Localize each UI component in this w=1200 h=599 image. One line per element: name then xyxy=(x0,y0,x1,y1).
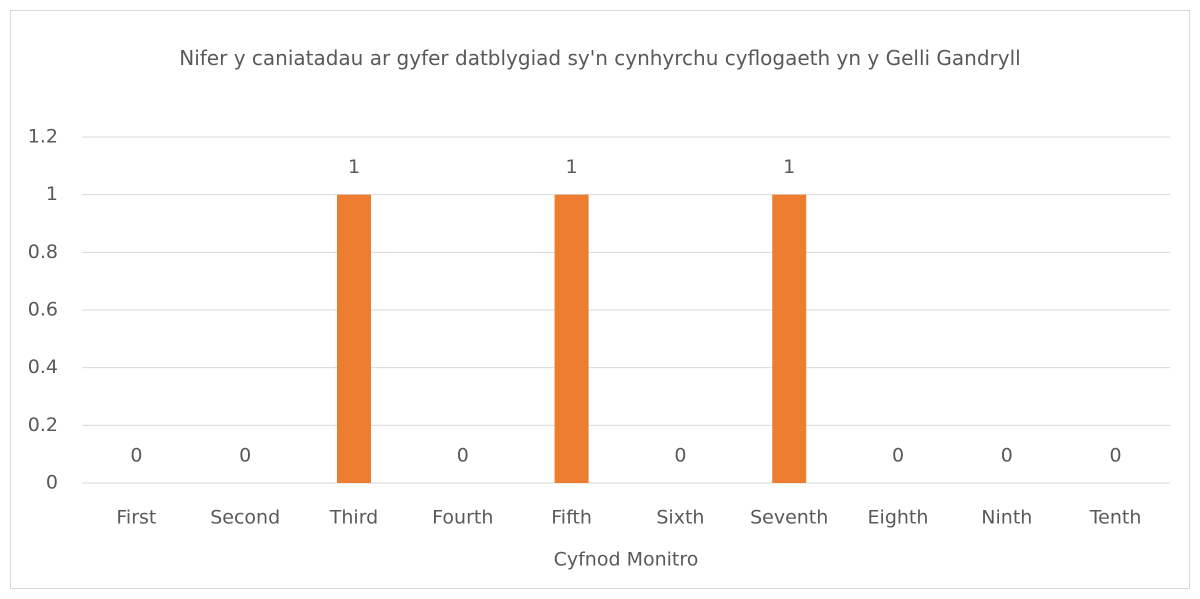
chart-title: Nifer y caniatadau ar gyfer datblygiad s… xyxy=(179,46,1021,70)
y-tick-label: 1 xyxy=(46,183,58,205)
bar xyxy=(554,194,589,483)
data-label: 1 xyxy=(566,156,578,178)
bar xyxy=(772,194,807,483)
y-tick-label: 0.8 xyxy=(28,241,58,263)
x-tick-label: Seventh xyxy=(750,507,828,529)
x-tick-label: Fifth xyxy=(551,507,592,529)
x-tick-label: Second xyxy=(210,507,280,529)
x-tick-label: Sixth xyxy=(656,507,704,529)
data-label: 0 xyxy=(1001,445,1013,467)
y-tick-label: 1.2 xyxy=(28,126,58,148)
data-label: 0 xyxy=(1110,445,1122,467)
data-label: 0 xyxy=(674,445,686,467)
y-tick-label: 0.4 xyxy=(28,356,58,378)
x-tick-label: Fourth xyxy=(432,507,493,529)
x-tick-label: Eighth xyxy=(868,507,929,529)
data-label: 0 xyxy=(239,445,251,467)
x-tick-label: First xyxy=(116,507,156,529)
chart-border xyxy=(10,10,1190,589)
x-tick-label: Tenth xyxy=(1089,507,1142,529)
y-tick-label: 0 xyxy=(46,472,58,494)
data-label: 0 xyxy=(457,445,469,467)
data-label: 0 xyxy=(130,445,142,467)
bar xyxy=(337,194,371,483)
y-tick-label: 0.2 xyxy=(28,414,58,436)
data-label: 0 xyxy=(892,445,904,467)
data-label: 1 xyxy=(348,156,360,178)
x-axis-label: Cyfnod Monitro xyxy=(554,549,699,571)
y-tick-label: 0.6 xyxy=(28,299,58,321)
data-label: 1 xyxy=(783,156,795,178)
x-tick-label: Ninth xyxy=(981,507,1032,529)
x-tick-label: Third xyxy=(329,507,378,529)
